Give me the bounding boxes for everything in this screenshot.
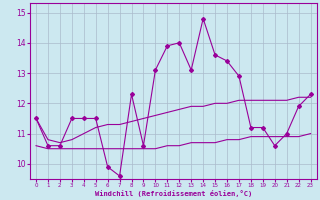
X-axis label: Windchill (Refroidissement éolien,°C): Windchill (Refroidissement éolien,°C) [95,190,252,197]
